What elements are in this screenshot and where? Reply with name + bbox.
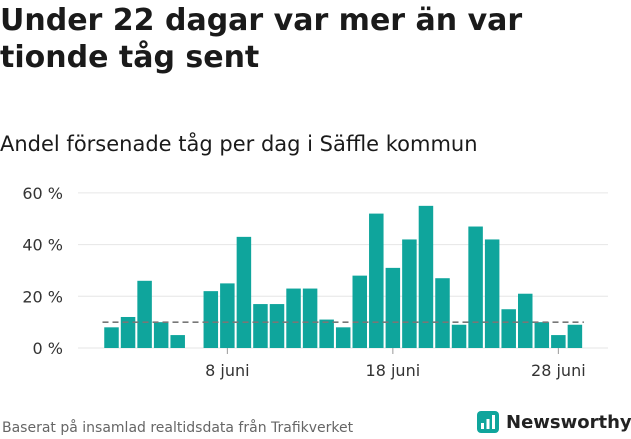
x-tick-label: 8 juni: [205, 361, 249, 380]
headline: Under 22 dagar var mer än var tionde tåg…: [0, 3, 523, 75]
y-tick-label: 20 %: [22, 287, 63, 306]
bar: [137, 280, 152, 348]
bar: [518, 293, 533, 348]
bar: [120, 316, 136, 348]
x-tick-label: 28 juni: [531, 361, 586, 380]
bars: [104, 205, 583, 348]
bar-chart: 0 % 20 % 40 % 60 % 8 juni 18 juni 28 juni: [22, 184, 608, 380]
bar: [253, 304, 268, 348]
bar: [501, 309, 516, 348]
bar: [369, 213, 384, 348]
bar: [104, 327, 119, 348]
bar: [170, 335, 185, 348]
bar: [402, 239, 417, 348]
bar: [286, 288, 301, 348]
y-axis-ticks: 0 % 20 % 40 % 60 %: [22, 184, 63, 358]
bar: [418, 205, 434, 348]
bar: [551, 335, 566, 348]
bar: [236, 236, 252, 348]
bar: [335, 327, 351, 348]
newsworthy-logo-icon: [477, 411, 499, 433]
bar: [269, 304, 285, 348]
bar: [484, 239, 500, 348]
bar: [153, 322, 169, 348]
bar: [451, 324, 467, 348]
bar: [352, 275, 367, 348]
bar: [220, 283, 235, 348]
bar: [534, 322, 550, 348]
x-tick-label: 18 juni: [366, 361, 421, 380]
y-tick-label: 60 %: [22, 184, 63, 203]
chart-title: Andel försenade tåg per dag i Säffle kom…: [0, 132, 478, 156]
bar: [468, 226, 483, 348]
bar: [435, 278, 450, 348]
bar: [385, 267, 401, 348]
brand-name: Newsworthy: [506, 411, 631, 433]
y-tick-label: 40 %: [22, 236, 63, 255]
x-axis-ticks: 8 juni 18 juni 28 juni: [205, 348, 586, 380]
brand-logo: Newsworthy: [476, 410, 631, 434]
bar: [302, 288, 318, 348]
bar: [319, 319, 334, 348]
source-note: Baserat på insamlad realtidsdata från Tr…: [2, 420, 354, 436]
bar: [567, 324, 583, 348]
y-tick-label: 0 %: [33, 339, 63, 358]
bar: [203, 291, 219, 348]
